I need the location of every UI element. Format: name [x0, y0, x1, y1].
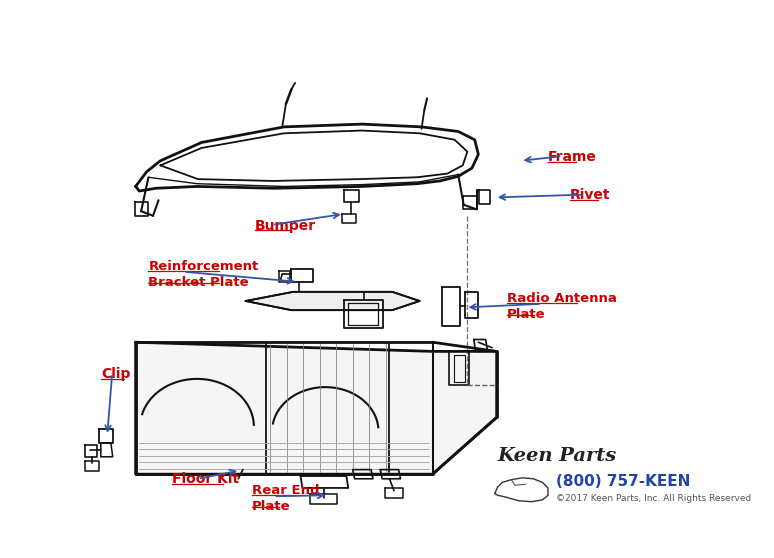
Text: Radio Antenna
Plate: Radio Antenna Plate: [507, 292, 617, 321]
Polygon shape: [245, 292, 420, 310]
Text: Rivet: Rivet: [570, 188, 611, 203]
Text: (800) 757-KEEN: (800) 757-KEEN: [557, 474, 690, 489]
Text: Clip: Clip: [101, 367, 130, 381]
Text: Rear End
Plate: Rear End Plate: [252, 484, 320, 513]
Text: Reinforcement
Bracket Plate: Reinforcement Bracket Plate: [149, 260, 259, 288]
Text: Floor Kit: Floor Kit: [173, 473, 239, 487]
Polygon shape: [135, 342, 497, 474]
Text: Frame: Frame: [548, 150, 597, 164]
Text: ©2017 Keen Parts, Inc. All Rights Reserved: ©2017 Keen Parts, Inc. All Rights Reserv…: [557, 493, 752, 503]
Text: Bumper: Bumper: [255, 219, 316, 233]
Text: Keen Parts: Keen Parts: [498, 447, 617, 465]
